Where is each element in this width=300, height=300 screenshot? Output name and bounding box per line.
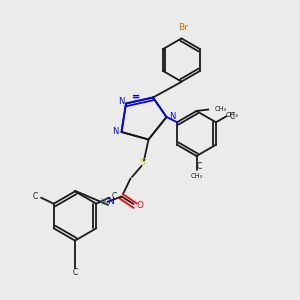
Text: S: S	[140, 158, 146, 167]
Text: O: O	[137, 201, 144, 210]
Text: C: C	[33, 192, 38, 201]
Text: Br: Br	[178, 23, 188, 32]
Text: N: N	[118, 97, 125, 106]
Text: =: =	[132, 92, 141, 102]
Text: N: N	[107, 197, 113, 206]
Text: C: C	[72, 268, 78, 277]
Text: H: H	[100, 198, 106, 207]
Text: C: C	[230, 112, 235, 122]
Text: N: N	[169, 112, 176, 121]
Text: C: C	[112, 192, 117, 201]
Text: C: C	[197, 162, 202, 171]
Text: CH₃: CH₃	[190, 172, 202, 178]
Text: CH₃: CH₃	[225, 112, 238, 118]
Text: CH₃: CH₃	[215, 106, 227, 112]
Text: N: N	[112, 128, 119, 136]
